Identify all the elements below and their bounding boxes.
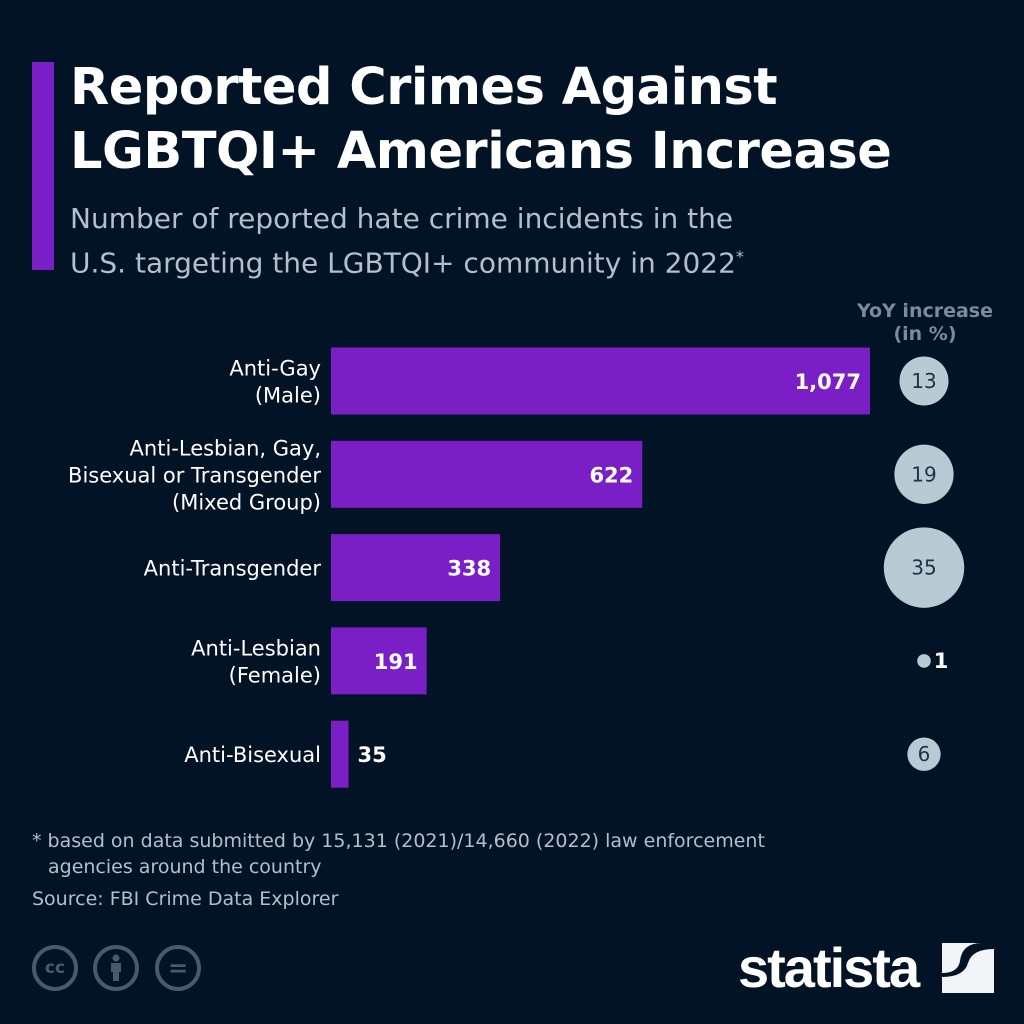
yoy-bubble — [883, 527, 965, 608]
yoy-bubble — [899, 356, 949, 406]
yoy-value-label: 35 — [911, 556, 936, 580]
category-label: Anti-Lesbian, Gay, — [130, 436, 321, 460]
yoy-bubble — [917, 654, 931, 668]
title-line: Reported Crimes Against — [70, 58, 778, 117]
no-derivatives-icon: = — [155, 945, 201, 991]
yoy-bubble — [907, 737, 941, 771]
yoy-header: YoY increase (in %) — [850, 300, 1000, 346]
footnote-line: * based on data submitted by 15,131 (202… — [32, 830, 765, 852]
category-label: Anti-Lesbian — [191, 636, 321, 660]
chart-subtitle: Number of reported hate crime incidents … — [70, 200, 970, 282]
chart-title: Reported Crimes Against LGBTQI+ American… — [70, 56, 892, 184]
bar-value-label: 338 — [447, 557, 491, 581]
category-label: Bisexual or Transgender — [68, 463, 321, 487]
category-label: (Female) — [229, 663, 321, 687]
bar-value-label: 35 — [358, 743, 387, 767]
yoy-value-label: 13 — [911, 369, 936, 393]
bar — [331, 534, 501, 602]
bar-value-label: 622 — [589, 463, 633, 487]
accent-bar — [32, 62, 54, 270]
statista-logo-mark — [942, 943, 994, 993]
footnote-mark: * — [735, 247, 744, 266]
bar — [331, 720, 349, 788]
footnote: * based on data submitted by 15,131 (202… — [32, 828, 765, 880]
bar — [331, 627, 427, 695]
cc-icon: cc — [32, 945, 78, 991]
yoy-value-label: 6 — [918, 742, 931, 766]
category-label: (Male) — [255, 384, 321, 408]
yoy-value-label: 19 — [911, 462, 936, 486]
statista-logo: statista — [738, 936, 920, 999]
category-label: (Mixed Group) — [172, 490, 321, 514]
category-label: Anti-Bisexual — [184, 743, 321, 767]
bar — [331, 440, 643, 508]
yoy-value-label: 1 — [934, 649, 949, 673]
bar-value-label: 1,077 — [795, 370, 861, 394]
bar-value-label: 191 — [374, 650, 418, 674]
bar-chart: 1,077 Anti-Gay (Male) 13 622 Anti-Lesbian, Ga… — [68, 347, 965, 788]
category-label: Anti-Gay — [229, 357, 321, 381]
subtitle-line: U.S. targeting the LGBTQI+ community in … — [70, 246, 736, 280]
yoy-bubble — [894, 444, 954, 504]
attribution-icon — [93, 945, 139, 991]
footnote-line: agencies around the country — [48, 856, 322, 878]
source: Source: FBI Crime Data Explorer — [32, 888, 339, 910]
yoy-title: YoY increase — [856, 300, 993, 322]
title-line: LGBTQI+ Americans Increase — [70, 122, 892, 181]
yoy-unit: (in %) — [893, 323, 957, 345]
bar — [331, 347, 870, 415]
subtitle-line: Number of reported hate crime incidents … — [70, 202, 734, 235]
category-label: Anti-Transgender — [144, 557, 322, 581]
